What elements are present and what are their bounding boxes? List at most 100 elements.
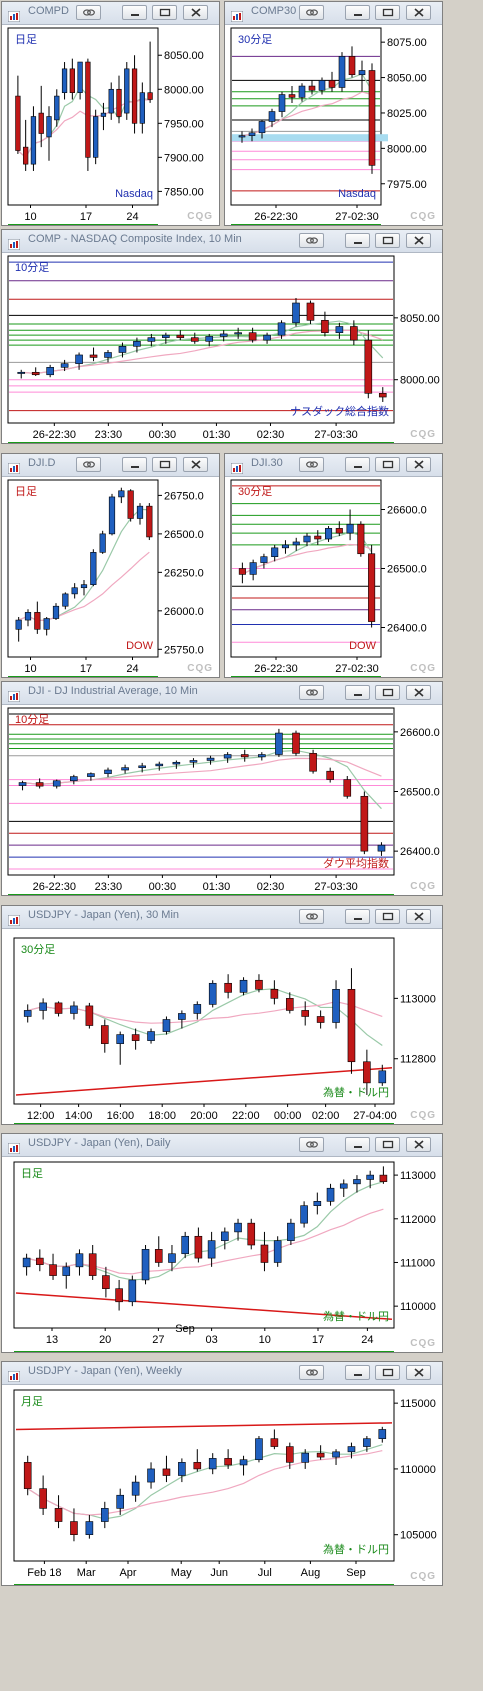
status-strip — [8, 224, 158, 225]
close-button[interactable] — [406, 1137, 431, 1152]
candle-body — [234, 332, 242, 335]
candle-body — [314, 535, 322, 540]
x-tick-label: 27-02:30 — [335, 211, 378, 223]
period-label: 30分足 — [238, 485, 272, 498]
moving-average-long — [27, 1450, 383, 1516]
title-bar[interactable] — [2, 1362, 442, 1385]
candle-body — [378, 1429, 387, 1439]
candle-body — [318, 80, 326, 91]
minimize-button[interactable] — [345, 233, 370, 248]
y-tick-label: 26600.0 — [400, 727, 440, 739]
link-button[interactable] — [76, 5, 101, 20]
candle-body — [31, 371, 40, 376]
maximize-button[interactable] — [152, 457, 177, 472]
title-bar[interactable] — [2, 1134, 442, 1157]
link-button[interactable] — [299, 685, 324, 700]
maximize-button[interactable] — [375, 5, 400, 20]
close-button[interactable] — [183, 457, 208, 472]
candle-body — [138, 765, 146, 768]
cqg-logo: CQG — [410, 211, 436, 222]
close-button[interactable] — [406, 909, 431, 924]
y-tick-label: 8000.00 — [400, 375, 440, 387]
maximize-button[interactable] — [375, 233, 400, 248]
y-tick-label: 8050.00 — [164, 50, 204, 62]
candle-body — [39, 1002, 47, 1011]
candle-body — [208, 1458, 217, 1470]
link-button[interactable] — [299, 5, 324, 20]
candle-body — [306, 302, 315, 321]
link-button[interactable] — [299, 233, 324, 248]
x-tick-label: Jul — [258, 1567, 272, 1579]
maximize-button[interactable] — [375, 457, 400, 472]
trend-line — [15, 1422, 393, 1431]
close-button[interactable] — [406, 457, 431, 472]
close-button[interactable] — [406, 233, 431, 248]
candle-body — [172, 761, 181, 765]
y-tick-label: 113000 — [400, 993, 436, 1005]
x-tick-label: 23:30 — [95, 429, 123, 441]
minimize-button[interactable] — [345, 1365, 370, 1380]
chart-dji-10min: 26600.0 26500.0 26400.0 26-22:30 23:30 00:30 0… — [7, 707, 440, 895]
maximize-button[interactable] — [375, 909, 400, 924]
candle-body — [224, 1458, 232, 1466]
minimize-button[interactable] — [122, 5, 147, 20]
link-button[interactable] — [299, 909, 324, 924]
x-tick-label: 12:00 — [27, 1110, 55, 1122]
candle-body — [221, 1231, 229, 1241]
close-button[interactable] — [406, 1365, 431, 1380]
candle-body — [205, 336, 214, 342]
minimize-button[interactable] — [345, 685, 370, 700]
x-tick-label: Jun — [210, 1567, 228, 1579]
chart-usdjpy-30min: 113000 112800 12:00 14:00 16:00 18:00 20:00 22:… — [13, 937, 436, 1124]
candle-body — [38, 112, 44, 134]
maximize-button[interactable] — [375, 1137, 400, 1152]
close-button[interactable] — [406, 685, 431, 700]
candle-body — [332, 989, 340, 1023]
candle-body — [287, 1222, 295, 1241]
maximize-button[interactable] — [375, 685, 400, 700]
candle-body — [364, 339, 373, 394]
y-tick-label: 26600.0 — [387, 505, 427, 517]
y-tick-label: 26750.0 — [164, 490, 204, 502]
title-bar[interactable] — [2, 682, 442, 705]
candle-body — [258, 121, 266, 134]
x-tick-label: 26-22:30 — [254, 211, 297, 223]
title-bar[interactable] — [2, 906, 442, 929]
window-title: DJI - DJ Industrial Average, 10 Min — [28, 685, 198, 697]
candle-body — [89, 354, 98, 358]
minimize-button[interactable] — [122, 457, 147, 472]
window-title: DJI.D — [28, 457, 56, 469]
candle-body — [193, 1462, 202, 1470]
x-tick-label: 01:30 — [203, 881, 231, 893]
period-label: 月足 — [21, 1396, 43, 1408]
link-button[interactable] — [299, 1365, 324, 1380]
y-tick-label: 8000.00 — [164, 84, 204, 96]
minimize-button[interactable] — [345, 909, 370, 924]
moving-average-long — [26, 1208, 384, 1275]
candle-body — [15, 95, 21, 151]
y-tick-label: 110000 — [400, 1301, 436, 1313]
candle-body — [18, 782, 27, 786]
link-button[interactable] — [76, 457, 101, 472]
window-icon — [7, 1367, 21, 1383]
candle-body — [75, 1253, 84, 1268]
maximize-button[interactable] — [152, 5, 177, 20]
minimize-button[interactable] — [345, 1137, 370, 1152]
title-bar[interactable] — [2, 230, 442, 253]
status-strip — [14, 1123, 394, 1124]
minimize-button[interactable] — [345, 457, 370, 472]
close-button[interactable] — [183, 5, 208, 20]
x-tick-label: 27-02:30 — [335, 663, 378, 675]
y-tick-label: 115000 — [400, 1398, 436, 1410]
close-button[interactable] — [406, 5, 431, 20]
candle-body — [313, 1201, 322, 1206]
candle-body — [116, 1494, 125, 1509]
candle-body — [346, 523, 354, 534]
link-button[interactable] — [299, 457, 324, 472]
moving-average-long — [18, 551, 150, 622]
minimize-button[interactable] — [345, 5, 370, 20]
link-button[interactable] — [299, 1137, 324, 1152]
y-tick-label: 26400.0 — [387, 623, 427, 635]
maximize-button[interactable] — [375, 1365, 400, 1380]
x-tick-label: 00:30 — [149, 429, 177, 441]
